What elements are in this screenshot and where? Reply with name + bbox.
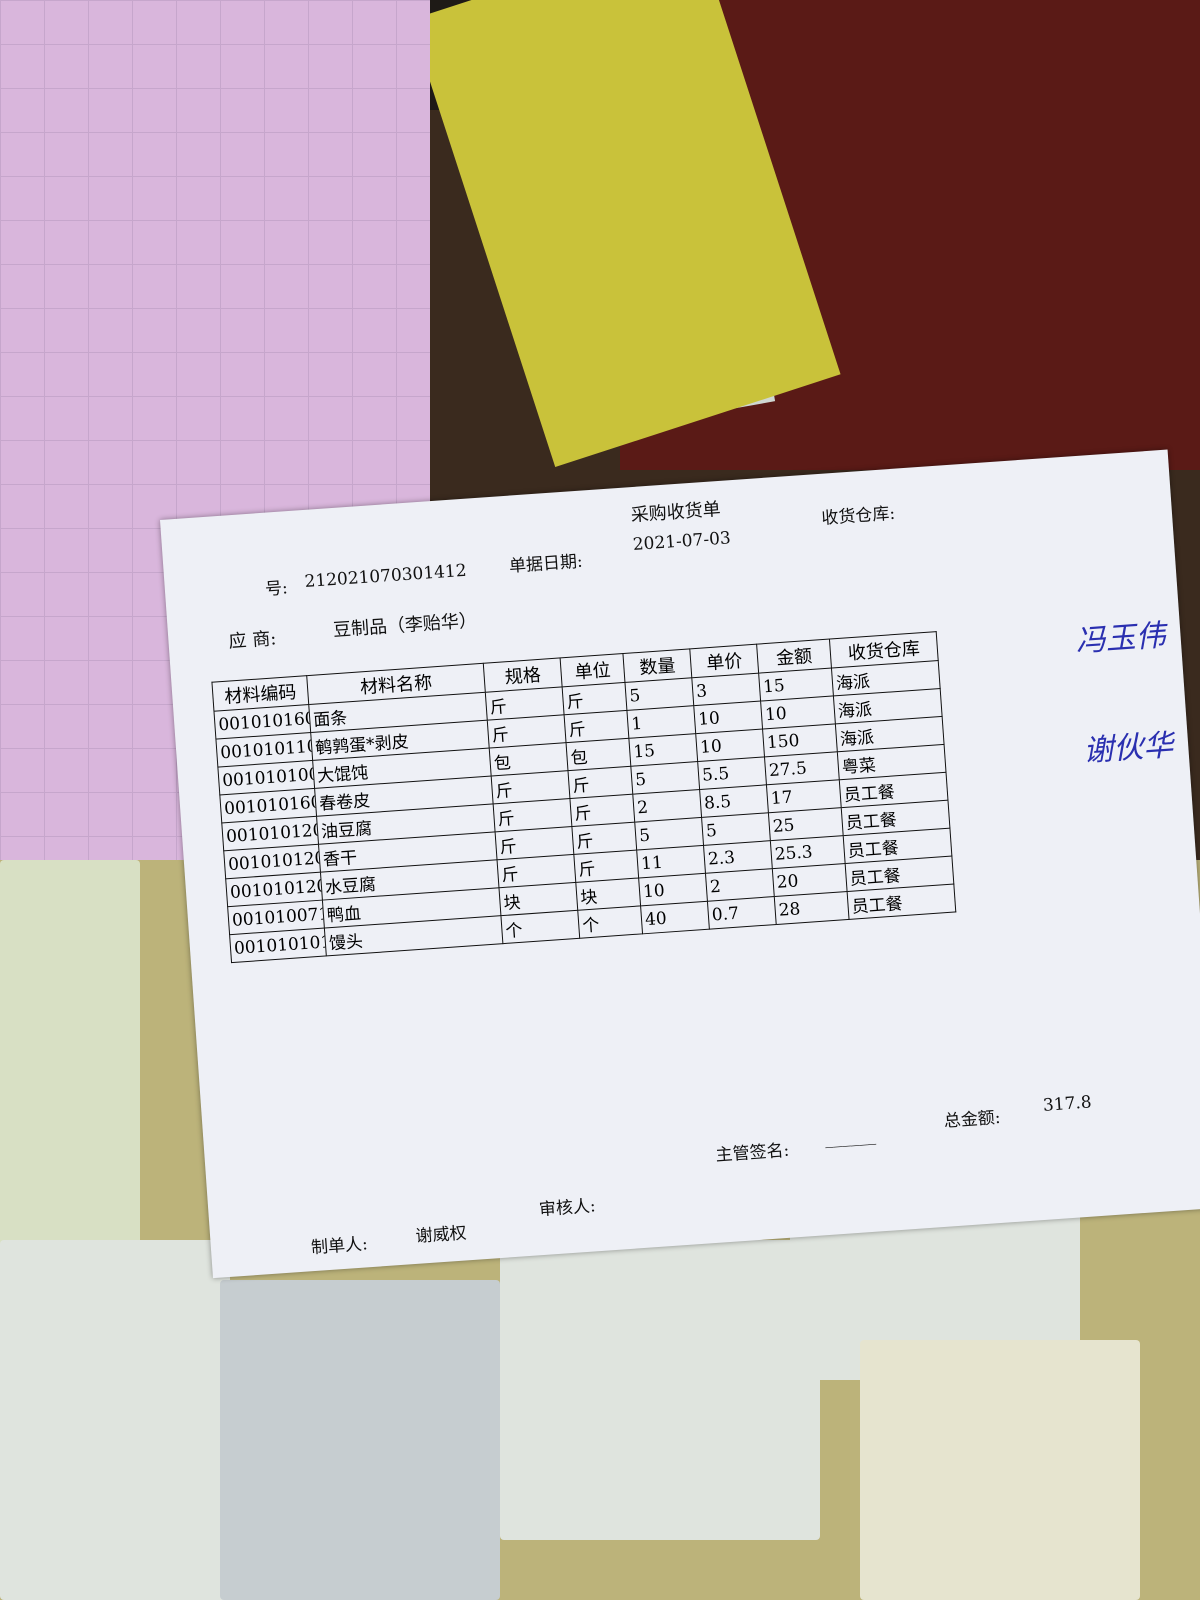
cell-qty: 40	[640, 901, 710, 934]
cell-warehouse: 员工餐	[847, 884, 956, 920]
business-card	[220, 1280, 500, 1600]
supervisor-signature-line: ______	[824, 1125, 877, 1150]
reviewer-label: 审核人:	[538, 1196, 597, 1221]
total-label: 总金额:	[943, 1107, 1002, 1132]
col-unit: 单位	[560, 653, 625, 687]
cell-unit: 斤	[562, 682, 627, 715]
total-amount: 317.8	[1042, 1092, 1093, 1116]
order-no: 212021070301412	[303, 560, 468, 593]
col-qty: 数量	[622, 648, 692, 683]
cell-unit: 斤	[567, 766, 633, 799]
document-date: 2021-07-03	[632, 528, 732, 556]
maker-name: 谢威权	[414, 1223, 468, 1247]
purchase-receipt-document: 采购收货单 收货仓库: 号: 212021070301412 单据日期: 202…	[160, 449, 1200, 1279]
maker-label: 制单人:	[310, 1234, 369, 1259]
items-table: 材料编码 材料名称 规格 单位 数量 单价 金额 收货仓库 0010101605…	[211, 631, 956, 963]
document-title: 采购收货单	[630, 498, 722, 527]
business-card	[0, 860, 140, 1280]
handwritten-signature: 冯玉伟	[1074, 618, 1167, 660]
cell-unit: 包	[566, 738, 631, 771]
cell-unit: 斤	[564, 710, 629, 743]
warehouse-label: 收货仓库:	[820, 503, 896, 529]
date-label: 单据日期:	[508, 551, 584, 577]
supplier-label: 应 商:	[227, 628, 278, 653]
supplier-name: 豆制品（李贻华）	[332, 610, 478, 642]
cell-amount: 28	[774, 891, 850, 925]
cell-unit: 斤	[569, 794, 635, 827]
cell-unit: 斤	[571, 822, 637, 855]
cell-code: 0010101013	[229, 928, 327, 963]
cell-spec: 个	[500, 910, 580, 944]
cell-unit: 块	[575, 877, 641, 911]
cell-unit: 斤	[573, 850, 639, 883]
business-card	[0, 1240, 230, 1600]
handwritten-signature: 谢伙华	[1082, 727, 1175, 770]
cell-price: 0.7	[707, 896, 777, 930]
order-no-label: 号:	[264, 578, 289, 600]
cell-unit: 个	[577, 905, 643, 939]
col-price: 单价	[689, 644, 759, 678]
business-card	[500, 1240, 820, 1540]
supervisor-label: 主管签名:	[715, 1140, 790, 1166]
business-card	[860, 1340, 1140, 1600]
